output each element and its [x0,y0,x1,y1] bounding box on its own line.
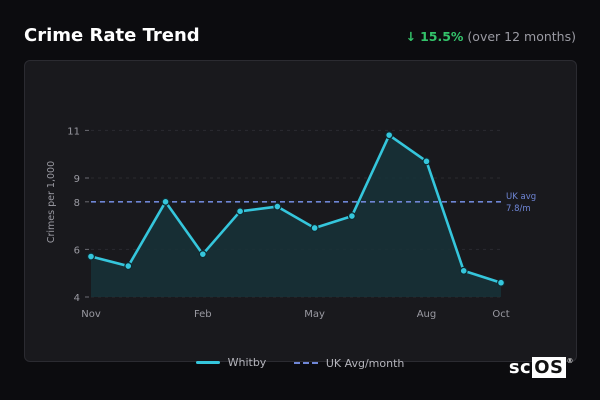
brand-logo: sc OS ® [509,357,574,378]
y-axis: 4 6 8 9 11 [67,126,89,304]
x-tick-label: Oct [492,309,509,320]
series-points [86,131,506,287]
change-indicator: ↓ 15.5% (over 12 months) [406,29,576,44]
y-tick-label: 4 [74,293,80,304]
data-point [422,157,431,166]
series-area-whitby [91,135,501,297]
data-point [273,202,282,211]
data-point [86,252,95,261]
down-arrow-icon: ↓ [405,29,417,44]
uk-avg-value-label: 7.8/m [506,204,531,214]
y-tick-label: 11 [67,126,80,137]
data-point [198,250,207,259]
uk-avg-label: UK avg [506,192,536,202]
change-period: (over 12 months) [467,29,576,44]
data-point [236,207,245,216]
y-tick-label: 6 [74,245,80,256]
logo-text: sc [508,357,532,378]
legend-swatch-dashed [293,362,318,364]
data-point [310,223,319,232]
y-tick-label: 8 [74,198,80,209]
x-tick-label: Aug [417,309,437,320]
chart-card [24,60,577,362]
x-tick-label: Feb [194,309,212,320]
legend-item-uk-avg[interactable]: UK Avg/month [293,356,405,370]
chart-title: Crime Rate Trend [24,25,200,46]
data-point [347,212,356,221]
y-tick-label: 9 [74,174,80,185]
x-axis: Nov Feb May Aug Oct [81,309,509,320]
data-point [161,197,170,206]
logo-box-text: OS [532,357,566,378]
registered-mark: ® [566,357,574,365]
legend-label-whitby: Whitby [227,356,267,369]
y-axis-label: Crimes per 1,000 [46,161,57,243]
legend-label-uk-avg: UK Avg/month [325,356,405,370]
legend: Whitby UK Avg/month [0,354,600,370]
legend-swatch-line [195,361,220,364]
x-tick-label: May [304,309,325,320]
data-point [497,278,506,287]
x-tick-label: Nov [81,309,101,320]
data-point [385,131,394,140]
change-percent: 15.5% [420,29,464,44]
legend-item-whitby[interactable]: Whitby [195,356,267,369]
data-point [459,266,468,275]
data-point [124,262,133,271]
series-line-whitby [90,133,502,284]
